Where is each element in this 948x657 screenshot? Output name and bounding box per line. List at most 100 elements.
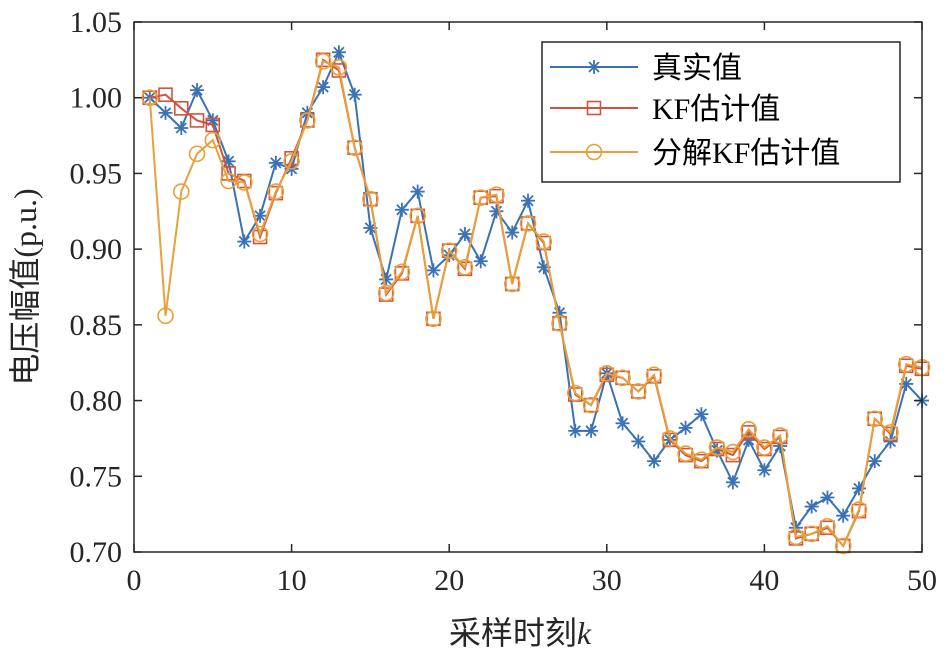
- data-point: [804, 499, 819, 514]
- data-point: [678, 420, 693, 435]
- axes-box: [133, 21, 923, 553]
- x-axis-label: 采样时刻k: [449, 615, 592, 651]
- data-point: [803, 525, 820, 543]
- x-axis-label-text: 采样时刻: [449, 615, 577, 651]
- data-point: [441, 243, 457, 258]
- y-tick-label: 0.80: [70, 385, 123, 418]
- data-point: [582, 396, 600, 414]
- data-point: [583, 397, 599, 413]
- data-point: [566, 384, 584, 402]
- data-point: [820, 490, 835, 505]
- data-point: [867, 454, 882, 469]
- data-point: [867, 411, 883, 427]
- data-point: [204, 131, 222, 149]
- y-tick-label: 0.85: [70, 309, 123, 342]
- data-point: [363, 191, 378, 207]
- data-point: [188, 145, 206, 163]
- x-tick-label: 10: [277, 564, 307, 597]
- data-point: [394, 202, 409, 217]
- data-point: [521, 193, 535, 208]
- legend-marker: [585, 143, 603, 161]
- x-tick-label: 40: [749, 564, 779, 597]
- legend-item-1: 真实值: [550, 52, 742, 85]
- data-point: [268, 155, 283, 170]
- data-point: [300, 113, 315, 128]
- data-point: [362, 190, 379, 208]
- data-point: [661, 430, 679, 447]
- data-point: [505, 225, 520, 240]
- y-tick-label: 0.90: [70, 233, 123, 266]
- data-point: [220, 172, 237, 190]
- series-3: [141, 53, 931, 555]
- data-point: [694, 407, 709, 422]
- data-point: [584, 423, 599, 438]
- data-point: [882, 424, 899, 441]
- data-point: [472, 189, 490, 206]
- data-point: [804, 526, 819, 542]
- data-point: [393, 263, 411, 281]
- data-point: [457, 227, 472, 241]
- data-point: [850, 501, 868, 518]
- data-point: [456, 259, 474, 276]
- data-point: [346, 139, 363, 156]
- data-point: [236, 174, 253, 191]
- data-point: [883, 434, 898, 449]
- data-point: [615, 416, 630, 431]
- data-point: [568, 423, 583, 438]
- data-point: [316, 80, 331, 95]
- legend-item-3: 分解KF估计值: [550, 137, 840, 170]
- x-tick-label: 0: [127, 564, 142, 597]
- data-point: [425, 310, 442, 328]
- data-point: [708, 439, 726, 456]
- data-point: [819, 517, 836, 535]
- y-axis-label: 电压幅值(p.u.): [7, 188, 43, 385]
- data-point: [631, 384, 646, 399]
- data-point: [630, 383, 647, 400]
- legend-marker: [587, 60, 601, 74]
- data-point: [740, 421, 757, 438]
- data-point: [725, 475, 740, 490]
- data-point: [347, 87, 362, 102]
- data-point: [488, 186, 505, 203]
- y-tick-label: 0.70: [70, 536, 123, 569]
- data-point: [489, 204, 504, 219]
- legend-label: 真实值: [652, 52, 742, 85]
- data-point: [314, 53, 332, 70]
- data-point: [172, 183, 190, 200]
- data-point: [158, 87, 173, 102]
- legend-box: [541, 41, 901, 183]
- data-point: [331, 45, 346, 60]
- data-point: [519, 215, 537, 232]
- data-point: [503, 275, 521, 293]
- data-point: [897, 355, 915, 373]
- series-1: [142, 45, 929, 535]
- data-point: [615, 370, 630, 386]
- y-tick-label: 0.75: [70, 460, 123, 493]
- data-point: [834, 537, 852, 555]
- data-point: [267, 183, 285, 200]
- data-point: [379, 272, 394, 287]
- data-point: [173, 101, 189, 116]
- data-point: [756, 439, 773, 456]
- data-point: [440, 242, 458, 259]
- data-point: [189, 113, 205, 128]
- data-point: [552, 316, 567, 331]
- data-point: [647, 454, 662, 469]
- x-tick-label: 30: [592, 564, 622, 597]
- x-axis-label-variable: k: [577, 615, 592, 651]
- data-point: [473, 254, 488, 269]
- series-line: [148, 60, 923, 548]
- data-point: [645, 366, 663, 384]
- data-point: [866, 410, 884, 428]
- legend-marker: [586, 100, 602, 116]
- legend-label: 分解KF估计值: [652, 137, 840, 170]
- y-tick-label: 1.00: [70, 82, 123, 115]
- data-point: [377, 284, 395, 302]
- data-point: [631, 434, 646, 449]
- data-point: [190, 83, 205, 98]
- data-point: [251, 225, 269, 243]
- y-tick-label: 0.95: [70, 157, 123, 190]
